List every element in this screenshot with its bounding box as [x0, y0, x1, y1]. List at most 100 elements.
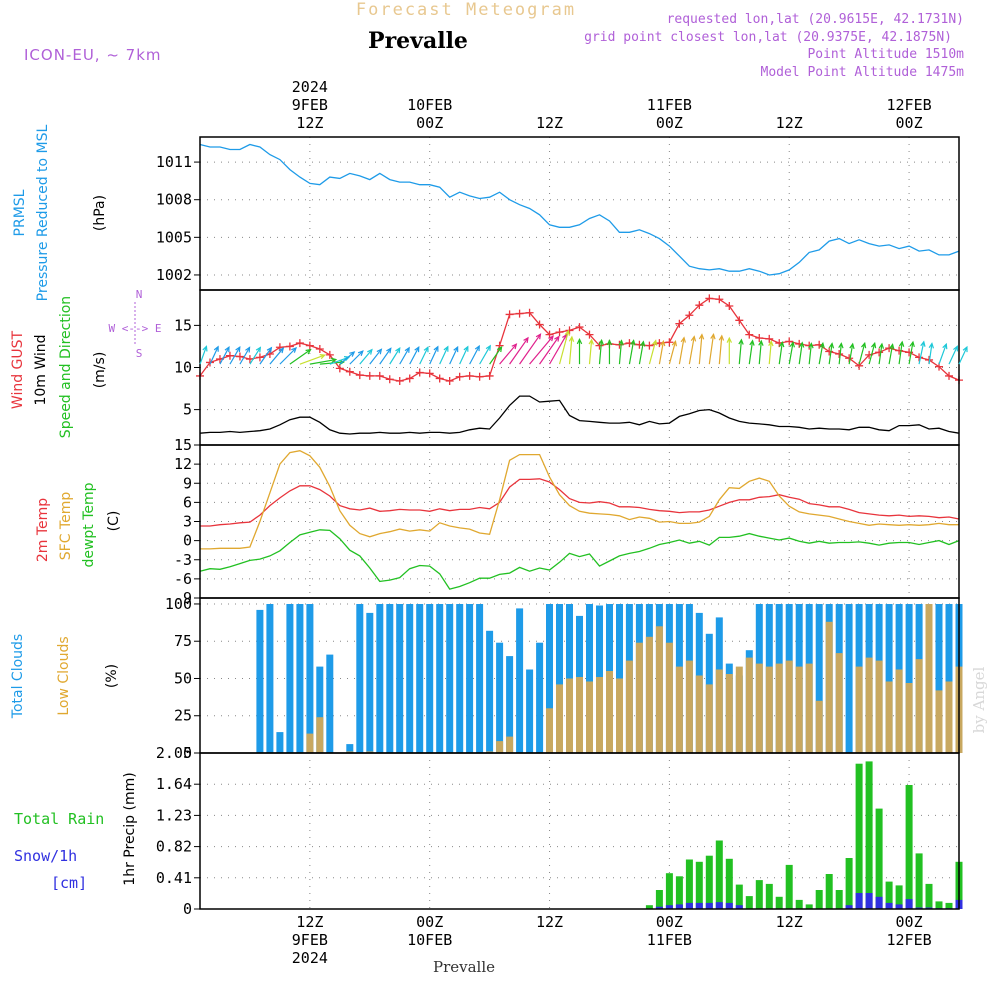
data-bar: [875, 896, 883, 909]
wind-arrow-head: [357, 350, 364, 357]
wind-arrow-head: [523, 336, 529, 343]
wind-arrow-head: [828, 342, 835, 349]
data-bar: [795, 899, 803, 909]
data-bar: [695, 675, 703, 753]
panel-labels: PRMSL Pressure Reduced to MSL (hPa) Wind GU…: [10, 124, 161, 892]
y-tick-label: 25: [174, 707, 192, 725]
data-bar: [715, 669, 723, 753]
ylabel-c: (C): [106, 511, 122, 532]
y-tick-label: 9: [183, 474, 192, 492]
data-bar: [675, 876, 683, 909]
data-marker: [385, 375, 394, 384]
y-tick-label: 50: [174, 669, 192, 687]
data-bar: [865, 761, 873, 909]
wind-arrow-shaft: [798, 342, 803, 365]
wind-arrow-shaft: [758, 340, 762, 365]
time-label-top: 12Z: [536, 114, 563, 132]
time-label-top: 00Z: [896, 114, 923, 132]
data-bar: [845, 604, 853, 753]
wind-arrow-shaft: [329, 356, 350, 365]
data-marker: [945, 371, 954, 380]
y-tick-label: -3: [174, 551, 192, 569]
data-marker: [375, 371, 384, 380]
wind-arrow-head: [789, 341, 795, 348]
wind-arrow-shaft: [299, 354, 325, 365]
wind-arrow-shaft: [349, 350, 364, 365]
data-bar: [506, 736, 514, 753]
data-bar: [745, 657, 753, 753]
data-bar: [566, 678, 573, 753]
wind-arrow-shaft: [289, 349, 311, 365]
wind-arrow-head: [548, 335, 554, 342]
data-bar: [855, 893, 863, 909]
wind-arrow-shaft: [499, 343, 517, 365]
wind-arrow-shaft: [399, 347, 410, 365]
wind-arrow-head: [690, 335, 697, 342]
y-tick-label: 6: [183, 493, 192, 511]
wind-arrow-head: [928, 342, 935, 349]
data-bar: [665, 642, 673, 753]
data-marker: [895, 346, 904, 355]
data-bar: [486, 630, 494, 753]
series-line: [199, 395, 960, 435]
wind-arrow-head: [202, 345, 208, 352]
data-bar: [865, 657, 873, 753]
data-marker: [445, 376, 454, 385]
data-bar: [855, 666, 863, 753]
wind-arrow-shaft: [539, 336, 560, 365]
data-bar: [286, 604, 294, 753]
data-bar: [905, 604, 913, 753]
data-bar: [606, 671, 613, 753]
data-bar: [416, 604, 424, 753]
data-bar: [296, 604, 304, 753]
data-bar: [326, 654, 334, 753]
panel-frame: [199, 752, 960, 910]
ylabel-sfc-temp: SFC Temp: [58, 492, 74, 561]
wind-arrow-shaft: [948, 346, 958, 365]
data-marker: [665, 338, 674, 347]
data-bar: [655, 906, 663, 909]
y-tick-label: 0: [183, 744, 192, 762]
data-bar: [645, 636, 653, 754]
time-label-top: 00Z: [656, 114, 683, 132]
time-label-top: 10FEB: [407, 96, 452, 114]
data-bar: [675, 904, 683, 909]
wind-arrow-head: [367, 348, 373, 355]
wind-arrow-shaft: [788, 342, 794, 365]
data-bar: [316, 717, 324, 753]
ylabel-low-clouds: Low Clouds: [56, 636, 72, 715]
series-line: [200, 450, 959, 550]
wind-arrow-head: [564, 329, 570, 336]
data-bar: [306, 733, 314, 753]
y-tick-label: 10: [174, 359, 192, 377]
wind-arrow-shaft: [708, 334, 715, 365]
data-bar: [815, 604, 823, 753]
y-tick-label: 15: [174, 436, 192, 454]
series-line: [199, 143, 960, 276]
data-marker: [875, 348, 884, 357]
data-marker: [575, 323, 584, 332]
wind-arrow-shaft: [688, 336, 695, 365]
wind-arrow-head: [639, 340, 646, 347]
data-bar: [735, 905, 743, 909]
wind-arrow-head: [588, 338, 594, 345]
wind-arrow-shaft: [459, 346, 469, 365]
data-bar: [725, 858, 733, 909]
wind-arrow-shaft: [379, 348, 392, 365]
wind-arrow-shaft: [249, 347, 261, 365]
data-bar: [725, 674, 733, 753]
panel-5: 0 0.41 0.82 1.23 1.64 2.05: [156, 744, 963, 918]
y-tick-label: 0: [183, 532, 192, 550]
wind-arrow-shaft: [269, 347, 284, 365]
data-marker: [335, 364, 344, 373]
wind-arrow-head: [423, 345, 429, 353]
data-bar: [825, 874, 833, 909]
wind-arrow-shaft: [279, 347, 297, 365]
wind-arrow-head: [726, 336, 733, 343]
ylabel-dewpt: dewpt Temp: [81, 482, 97, 567]
data-bar: [366, 612, 374, 753]
wind-arrow-head: [535, 333, 542, 340]
data-marker: [515, 309, 524, 318]
data-bar: [905, 899, 913, 909]
